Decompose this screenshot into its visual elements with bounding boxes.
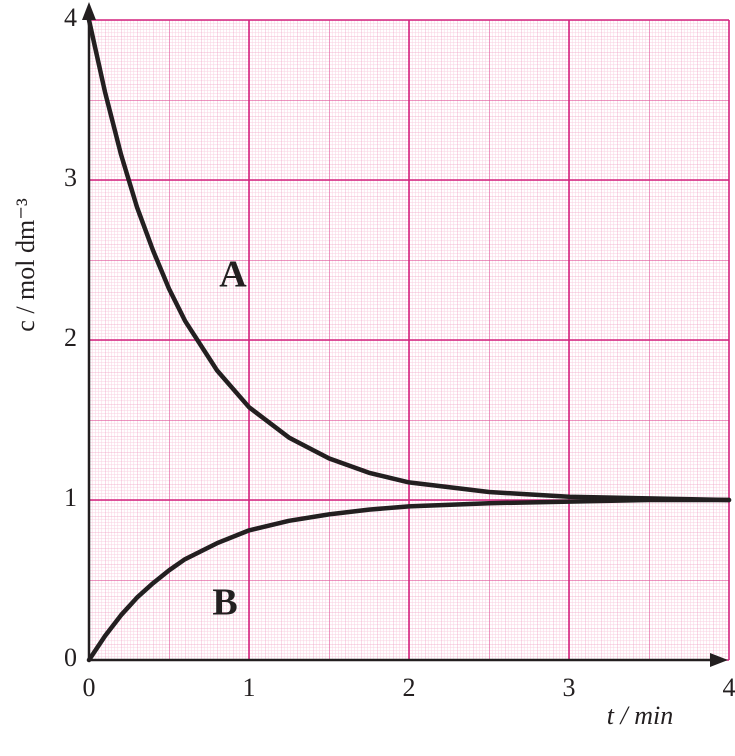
x-axis-label: t / min [607,701,673,730]
x-axis-arrow [710,653,728,667]
x-tick-label: 3 [563,673,576,702]
y-tick-label: 4 [64,3,77,32]
y-axis-arrow [82,2,96,20]
y-tick-label: 2 [64,323,77,352]
y-tick-label: 3 [64,163,77,192]
series-label: B [212,582,237,624]
y-tick-label: 0 [64,643,77,672]
y-tick-label: 1 [64,483,77,512]
x-tick-label: 1 [243,673,256,702]
series-label: A [219,254,247,296]
x-tick-label: 2 [403,673,416,702]
x-tick-label: 0 [83,673,96,702]
data-line [86,497,732,663]
y-axis-label: c / mol dm⁻³ [11,198,40,332]
x-tick-label: 4 [723,673,735,702]
data-line [86,17,732,503]
